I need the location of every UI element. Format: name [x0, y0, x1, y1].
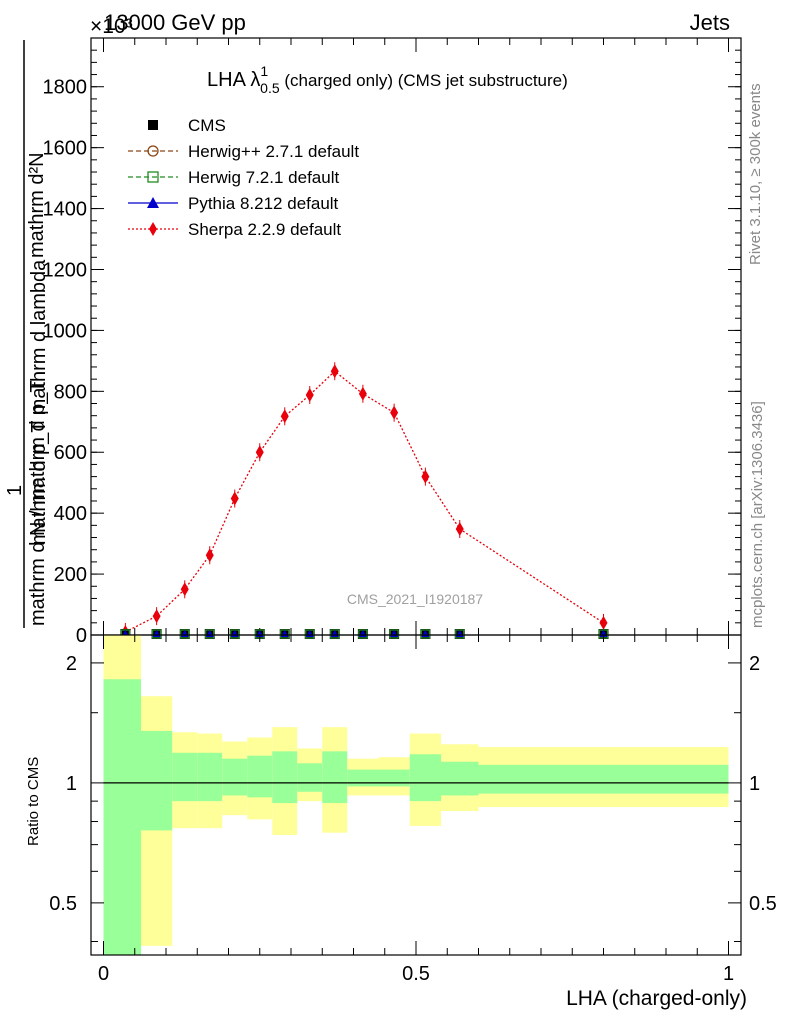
main-panel: 0 200 400 600 800 1000 1200 1400 1600 1800	[43, 37, 742, 647]
sherpa-point	[205, 548, 214, 563]
y-label-num-2: mathrm d p_T mathrm d lambda	[28, 259, 50, 545]
y-tick-label: 1600	[43, 138, 88, 160]
y-tick-label: 0	[76, 625, 87, 647]
sherpa-point	[421, 469, 430, 484]
mcplots-label: mcplots.cern.ch [arXiv:1306.3436]	[749, 401, 766, 628]
ratio-y-tick-label: 1	[66, 773, 77, 795]
y-tick-label: 800	[54, 381, 87, 403]
ratio-green-band	[441, 761, 479, 796]
analysis-watermark: CMS_2021_I1920187	[347, 591, 483, 607]
legend-label: Herwig 7.2.1 default	[188, 168, 339, 187]
x-tick-label: 0	[98, 963, 109, 985]
legend-label: Herwig++ 2.7.1 default	[188, 142, 359, 161]
ratio-panel: 0 0.5 1 0.5 0.5 1 1 2 2	[49, 634, 777, 985]
header-jets: Jets	[690, 10, 730, 35]
sherpa-point	[280, 409, 289, 424]
legend-label: CMS	[188, 116, 226, 135]
x-tick-label: 0.5	[402, 963, 430, 985]
sherpa-point	[358, 386, 367, 401]
sherpa-point	[330, 364, 339, 379]
ratio-green-band	[141, 730, 173, 831]
y-label-num: mathrm d²N	[26, 152, 48, 258]
plot-title: LHA λ1 0.5 (charged only) (CMS jet substr…	[207, 63, 568, 96]
ratio-green-band	[297, 763, 323, 792]
legend-marker	[147, 171, 159, 183]
ratio-y-tick-label: 2	[66, 653, 77, 675]
y-exponent: ×10³	[90, 15, 133, 38]
plot-title-sup: 1	[260, 63, 268, 79]
y-tick-label: 1400	[43, 199, 88, 221]
x-tick-label: 1	[723, 963, 734, 985]
ratio-y-tick-label: 0.5	[49, 893, 77, 915]
legend-marker	[149, 222, 157, 236]
y-label-den-2: mathrm d N / mathrm d p_T	[27, 380, 49, 626]
sherpa-point	[390, 405, 399, 420]
sherpa-point	[230, 491, 239, 506]
plot-title-rest: (charged only) (CMS jet substructure)	[280, 71, 568, 90]
y-tick-label: 1800	[43, 77, 88, 99]
y-tick-label: 1000	[43, 320, 88, 342]
ratio-y-tick-label: 1	[749, 773, 760, 795]
ratio-y-label: Ratio to CMS	[25, 757, 42, 846]
ratio-green-band	[347, 769, 379, 787]
legend: CMS Herwig++ 2.7.1 default Herwig 7.2.1 de…	[128, 116, 359, 239]
y-axis-label: mathrm d²N mathrm d p_T mathrm d lambda …	[4, 40, 50, 628]
header-energy: 13000 GeV pp	[104, 10, 246, 35]
sherpa-point	[599, 615, 608, 630]
sherpa-line	[125, 370, 604, 633]
ratio-green-band	[409, 754, 441, 802]
y-tick-label: 200	[54, 564, 87, 586]
sherpa-point	[455, 522, 464, 537]
y-tick-label: 600	[54, 442, 87, 464]
sherpa-point	[180, 582, 189, 597]
rivet-label: Rivet 3.1.10, ≥ 300k events	[747, 83, 764, 265]
ratio-green-band	[478, 764, 729, 794]
legend-label: Pythia 8.212 default	[188, 194, 339, 213]
sherpa-point	[305, 387, 314, 402]
ratio-green-band	[172, 752, 198, 802]
y-tick-label: 400	[54, 503, 87, 525]
legend-label: Sherpa 2.2.9 default	[188, 220, 341, 239]
ratio-y-tick-label: 0.5	[749, 893, 777, 915]
y-tick-label: 1200	[43, 259, 88, 281]
legend-marker	[148, 120, 158, 130]
plot-title-sub: 0.5	[260, 80, 280, 96]
y-label-den-1: 1	[4, 485, 26, 496]
ratio-green-band	[197, 752, 223, 802]
ratio-green-band	[378, 769, 410, 787]
ratio-green-band	[247, 755, 273, 798]
ratio-green-band	[222, 758, 248, 796]
sherpa-point	[152, 609, 161, 624]
ratio-green-band	[103, 679, 141, 955]
plot-title-main: LHA λ	[207, 69, 260, 91]
ratio-y-tick-label: 2	[749, 653, 760, 675]
legend-marker	[147, 145, 159, 157]
sherpa-point	[255, 445, 264, 460]
legend-marker	[147, 197, 159, 208]
ratio-green-band	[322, 751, 348, 804]
x-axis-label: LHA (charged-only)	[566, 987, 747, 1010]
ratio-green-band	[272, 751, 298, 804]
